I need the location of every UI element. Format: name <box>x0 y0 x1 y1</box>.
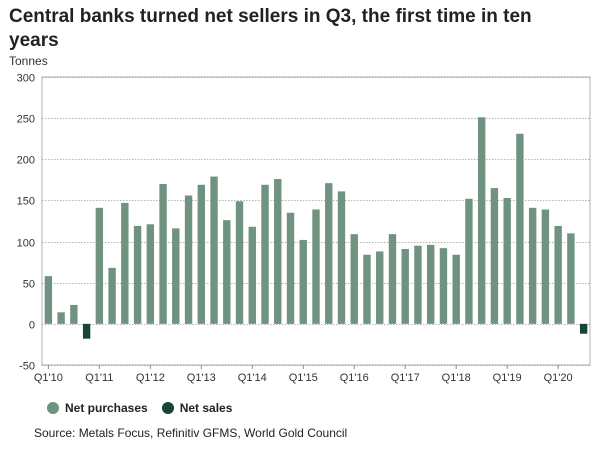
x-tick-label: Q1'18 <box>442 372 471 384</box>
y-tick-label: -50 <box>19 361 35 373</box>
legend-item-net-purchases: Net purchases <box>47 401 148 415</box>
y-tick-label: 100 <box>17 238 35 250</box>
net-purchase-bar <box>172 228 180 324</box>
net-sale-bar <box>579 323 588 334</box>
net-purchase-bar <box>477 117 486 324</box>
x-tick-label: Q1'16 <box>340 372 369 384</box>
y-tick-label: 300 <box>17 73 35 85</box>
net-purchase-bar <box>567 233 575 324</box>
net-purchase-bar <box>452 254 460 324</box>
y-tick-label: 200 <box>17 155 35 167</box>
net-sales-swatch <box>161 402 174 414</box>
net-purchase-bar <box>108 267 116 324</box>
y-tick-label: 50 <box>23 279 35 291</box>
net-purchase-bar <box>388 234 397 324</box>
net-purchase-bar <box>401 248 409 324</box>
legend-label-net-sales: Net sales <box>179 401 233 415</box>
net-purchase-bar <box>554 225 562 324</box>
net-purchase-bar <box>159 183 167 324</box>
net-purchase-bar <box>516 133 524 324</box>
net-purchase-bar <box>274 179 282 324</box>
net-purchase-bar <box>95 207 104 324</box>
x-tick-label: Q1'10 <box>34 372 63 384</box>
net-purchase-bar <box>439 248 448 324</box>
net-purchase-bar <box>299 239 307 324</box>
net-purchase-bar <box>376 251 384 324</box>
net-sale-bar <box>82 323 91 339</box>
y-tick-label: 0 <box>29 320 35 332</box>
net-purchase-bar <box>210 176 218 324</box>
net-purchase-bar <box>325 183 333 324</box>
chart-title: Central banks turned net sellers in Q3, … <box>9 6 532 51</box>
y-axis-unit-label: Tonnes <box>9 54 48 68</box>
net-purchase-bar <box>312 209 320 324</box>
net-purchase-bar <box>363 254 371 324</box>
legend: Net purchases Net sales <box>47 401 246 415</box>
plot-frame <box>41 76 591 366</box>
y-tick-label: 150 <box>17 196 35 208</box>
x-tick-label: Q1'13 <box>187 372 216 384</box>
net-purchase-bar <box>133 225 142 324</box>
net-purchase-bar <box>121 202 129 324</box>
x-tick-label: Q1'20 <box>544 372 573 384</box>
net-purchase-bar <box>248 226 256 324</box>
x-tick-label: Q1'14 <box>238 372 267 384</box>
x-tick-label: Q1'12 <box>136 372 165 384</box>
net-purchase-bar <box>503 197 511 324</box>
net-purchase-bar <box>146 224 155 324</box>
net-purchase-bar <box>223 220 231 324</box>
net-purchase-bar <box>44 276 53 324</box>
net-purchase-bar <box>350 234 358 324</box>
legend-item-net-sales: Net sales <box>161 401 233 415</box>
net-purchase-bar <box>490 188 499 324</box>
x-tick-label: Q1'11 <box>85 372 113 384</box>
x-tick-label: Q1'15 <box>289 372 318 384</box>
net-purchase-bar <box>57 312 65 324</box>
net-purchase-bar <box>184 195 193 324</box>
net-purchase-bar <box>235 201 244 324</box>
net-purchase-bar <box>528 207 537 324</box>
net-purchase-bar <box>465 198 473 324</box>
y-tick-label: 250 <box>17 114 35 126</box>
net-purchase-bar <box>286 212 295 324</box>
net-purchases-swatch <box>47 402 59 414</box>
net-purchase-bar <box>261 184 269 324</box>
net-purchase-bar <box>414 245 422 324</box>
net-purchase-bar <box>541 209 550 324</box>
source-note: Source: Metals Focus, Refinitiv GFMS, Wo… <box>34 426 348 440</box>
net-purchase-bar <box>197 184 205 324</box>
net-purchase-bar <box>337 191 346 324</box>
legend-label-net-purchases: Net purchases <box>65 401 148 415</box>
x-tick-label: Q1'17 <box>391 372 420 384</box>
net-purchase-bar <box>427 244 435 324</box>
net-purchase-bar <box>70 304 78 324</box>
x-tick-label: Q1'19 <box>493 372 522 384</box>
